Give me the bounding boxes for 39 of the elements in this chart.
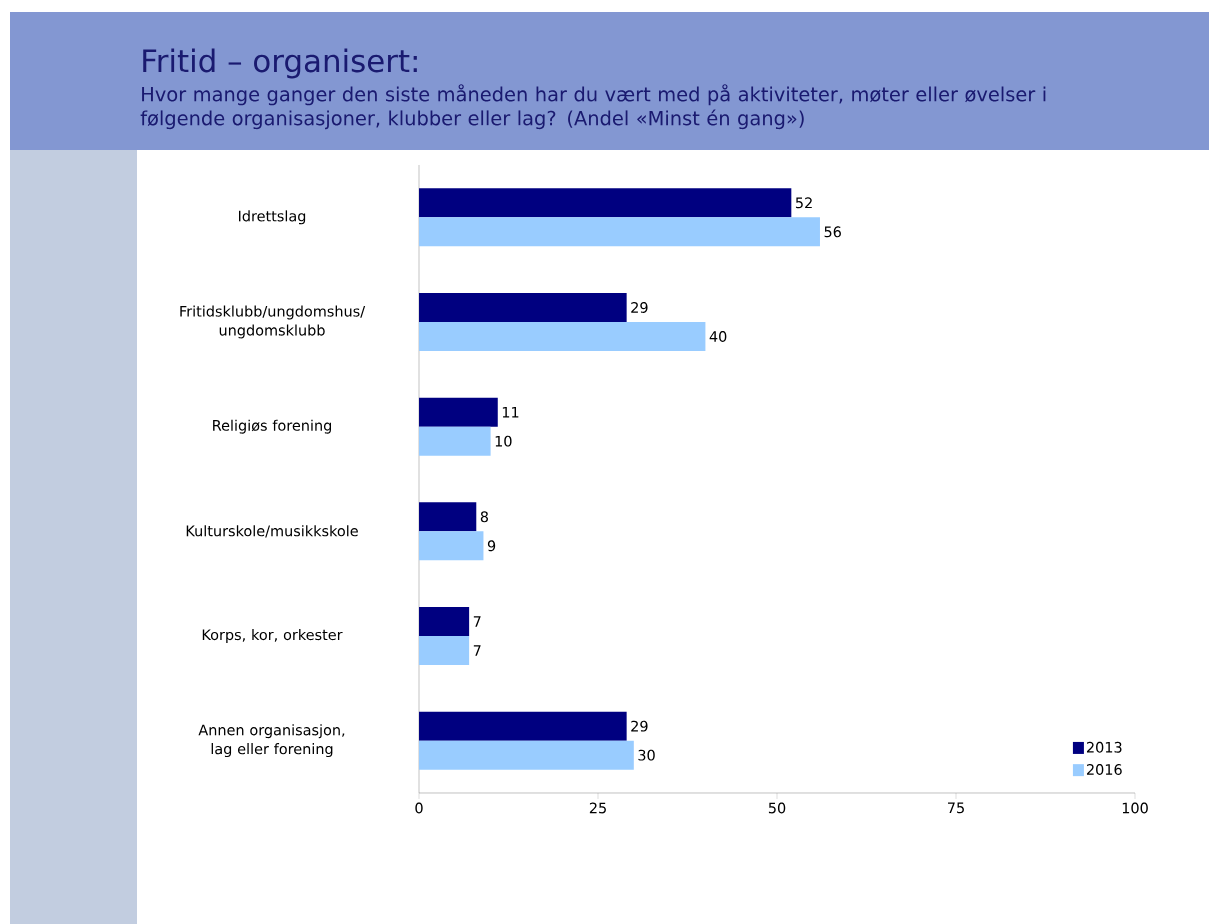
data-label: 10 — [495, 435, 512, 447]
bar — [419, 321, 706, 351]
bar — [419, 635, 470, 665]
y-tick-label: Fritidsklubb/ungdomshus/ ungdomsklubb — [180, 305, 366, 339]
legend-label: 2016 — [1086, 764, 1122, 775]
x-tick-label: 50 — [768, 802, 786, 814]
data-label: 9 — [487, 540, 496, 552]
data-label: 7 — [473, 645, 481, 656]
y-tick-label: Kulturskole/musikkskole — [186, 525, 358, 538]
bar — [419, 217, 820, 247]
x-tick-label: 0 — [415, 802, 423, 814]
y-tick-label: Idrettslag — [238, 210, 306, 225]
data-label: 29 — [631, 720, 648, 732]
bar — [419, 531, 484, 561]
x-tick-label: 25 — [589, 802, 606, 814]
x-tick-label: 75 — [948, 802, 964, 814]
data-label: 30 — [638, 749, 655, 761]
data-label: 56 — [824, 226, 841, 238]
bar — [419, 188, 792, 218]
data-label: 11 — [502, 406, 519, 418]
chart-subtitle: Hvor mange ganger den siste måneden har du vært med på aktiviteter, møter eller øvelser i følgende organisasjoner, klubber eller lag? (Andel «Minst én gang») — [140, 84, 1046, 130]
y-tick-label: Religiøs forening — [213, 419, 331, 434]
bar — [419, 740, 634, 770]
bar — [419, 502, 477, 532]
x-tick-label: 100 — [1122, 802, 1148, 814]
data-label: 40 — [709, 331, 727, 342]
bar — [419, 426, 491, 456]
data-label: 29 — [631, 302, 648, 313]
legend-label: 2013 — [1086, 741, 1122, 753]
data-label: 8 — [480, 511, 489, 523]
bar — [419, 711, 627, 741]
chart-title: Fritid – organisert: — [143, 48, 417, 79]
y-tick-label: Korps, kor, orkester — [202, 628, 343, 643]
data-label: 52 — [795, 197, 812, 209]
bar — [419, 292, 627, 322]
bar — [419, 606, 470, 636]
y-tick-label: Annen organisasjon, lag eller forening — [198, 724, 345, 758]
bar — [419, 397, 498, 427]
data-label: 7 — [473, 616, 481, 627]
